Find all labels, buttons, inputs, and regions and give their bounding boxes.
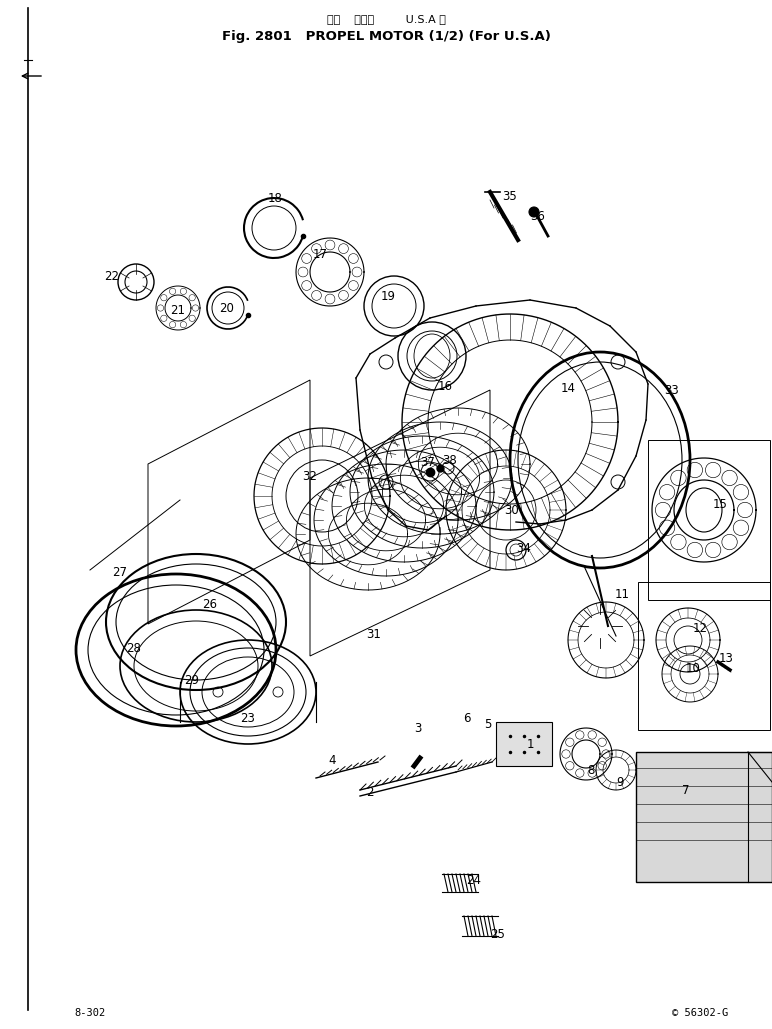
Text: 10: 10: [686, 662, 700, 674]
Text: Fig. 2801   PROPEL MOTOR (1/2) (For U.S.A): Fig. 2801 PROPEL MOTOR (1/2) (For U.S.A): [222, 30, 550, 43]
Text: 19: 19: [381, 289, 395, 303]
Text: 24: 24: [466, 874, 482, 887]
Text: 35: 35: [503, 189, 517, 203]
Text: 32: 32: [303, 469, 317, 483]
Ellipse shape: [529, 207, 539, 217]
Text: 13: 13: [719, 651, 733, 665]
Text: 37: 37: [421, 456, 435, 468]
Text: 8: 8: [587, 764, 594, 777]
Bar: [496, 722, 552, 766]
Text: 11: 11: [615, 588, 629, 601]
Text: 31: 31: [367, 628, 381, 640]
Text: 9: 9: [616, 776, 624, 788]
Text: 4: 4: [328, 753, 336, 767]
Text: 38: 38: [442, 454, 457, 466]
Text: 7: 7: [682, 783, 689, 796]
Text: 15: 15: [713, 497, 727, 510]
Text: 走行    モータ         U.S.A 用: 走行 モータ U.S.A 用: [327, 14, 445, 24]
Text: © 56302-G: © 56302-G: [672, 1008, 728, 1018]
Text: 17: 17: [313, 248, 327, 260]
Text: 8-302: 8-302: [74, 1008, 106, 1018]
Text: 16: 16: [438, 380, 452, 392]
Text: 29: 29: [185, 674, 199, 686]
Text: 26: 26: [202, 598, 218, 610]
Text: 22: 22: [104, 270, 120, 283]
Text: 27: 27: [113, 566, 127, 578]
Text: 12: 12: [692, 622, 707, 635]
Text: 1: 1: [527, 739, 533, 751]
Text: 20: 20: [219, 301, 235, 315]
Text: 21: 21: [171, 304, 185, 317]
Text: 28: 28: [127, 641, 141, 654]
Text: 18: 18: [268, 191, 283, 205]
Text: 14: 14: [560, 382, 575, 394]
Bar: [636, 752, 772, 882]
Text: 6: 6: [463, 711, 471, 724]
Text: 33: 33: [665, 384, 679, 396]
Text: 34: 34: [516, 541, 531, 555]
Text: 23: 23: [241, 711, 256, 724]
Text: 2: 2: [366, 785, 374, 799]
Text: 3: 3: [415, 721, 422, 735]
Text: 30: 30: [505, 503, 520, 517]
Text: 5: 5: [484, 718, 492, 732]
Text: 36: 36: [530, 210, 546, 222]
Text: 25: 25: [490, 927, 506, 941]
